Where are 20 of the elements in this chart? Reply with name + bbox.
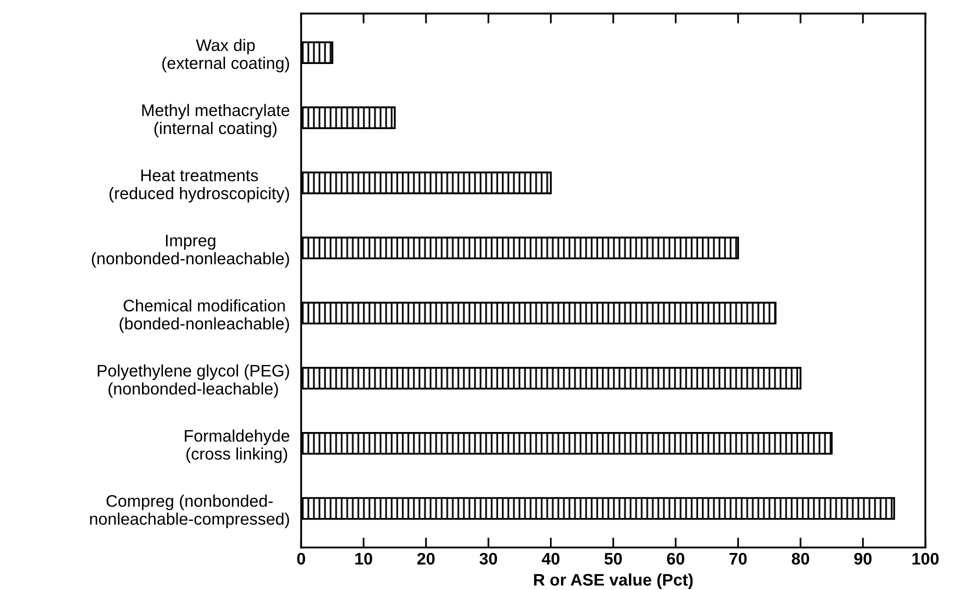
x-tick-label: 20 [417, 552, 435, 565]
x-tick-label: 100 [912, 552, 939, 565]
x-tick-label: 80 [792, 552, 810, 565]
y-tick-label: Impreg (nonbonded-nonleachable) [92, 234, 290, 268]
x-tick-label: 40 [542, 552, 560, 565]
y-tick-label: Wax dip (external coating) [162, 38, 290, 72]
x-tick-label: 10 [355, 552, 372, 565]
x-tick-label: 0 [297, 552, 306, 565]
y-tick-label: Chemical modification (bonded-nonleachable) [120, 299, 290, 333]
x-tick-label: 50 [604, 552, 622, 565]
y-tick-label: Formaldehyde (cross linking) [184, 430, 290, 464]
x-tick-label: 90 [854, 552, 872, 565]
y-tick-label: Heat treatments (reduced hydroscopicity) [110, 170, 290, 203]
y-tick-label: Polyethylene glycol (PEG) (nonbonded-leachable) [98, 364, 290, 398]
x-axis-title: R or ASE value (Pct) [534, 573, 693, 590]
y-tick-label: Compreg (nonbonded- nonleachable-compressed) [90, 494, 290, 528]
x-tick-label: 70 [730, 552, 747, 565]
x-tick-label: 60 [667, 552, 684, 565]
y-tick-label: Methyl methacrylate (internal coating) [142, 104, 290, 138]
x-tick-label: 30 [480, 552, 497, 565]
